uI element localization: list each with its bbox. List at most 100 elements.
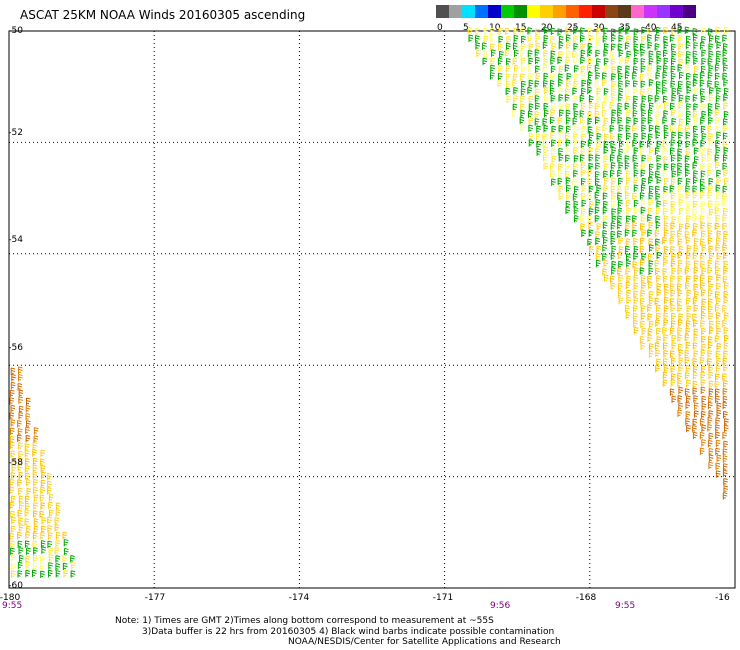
wind-barb <box>640 237 645 245</box>
wind-barb <box>550 27 556 36</box>
wind-barb <box>55 570 61 578</box>
wind-barb <box>482 42 487 50</box>
wind-barb <box>573 110 579 119</box>
wind-barb <box>543 146 548 155</box>
wind-barb <box>715 439 721 448</box>
wind-barb <box>684 230 690 239</box>
wind-barb <box>678 364 683 372</box>
wind-barb <box>39 510 45 519</box>
wind-barb <box>663 252 668 261</box>
wind-barb <box>504 49 510 58</box>
wind-barb <box>595 259 601 268</box>
wind-barb <box>557 139 563 147</box>
wind-barb <box>611 73 616 81</box>
wind-barb <box>543 49 549 58</box>
wind-barb <box>686 86 692 95</box>
wind-barb <box>632 192 637 200</box>
wind-barb <box>663 65 668 73</box>
wind-barb <box>625 199 631 208</box>
wind-barb <box>708 289 713 298</box>
wind-barb <box>655 131 661 140</box>
wind-barb <box>647 328 653 336</box>
wind-barb <box>10 525 16 533</box>
note-line-1: Note: 1) Times are GMT 2)Times along bot… <box>115 616 494 626</box>
wind-barb <box>708 305 713 314</box>
colorbar-segment <box>540 5 553 18</box>
wind-barb <box>40 479 46 488</box>
wind-barb <box>648 297 654 305</box>
wind-barb <box>565 154 570 163</box>
colorbar-segment <box>488 5 501 18</box>
wind-barb <box>670 379 676 387</box>
wind-barb <box>603 146 609 155</box>
wind-barb <box>685 64 691 72</box>
wind-barb <box>677 251 683 260</box>
colorbar-segment <box>566 5 579 18</box>
wind-barb <box>693 103 698 111</box>
wind-barb <box>722 57 728 65</box>
wind-barb <box>580 148 586 156</box>
wind-barb <box>617 65 623 74</box>
wind-barb <box>573 207 579 215</box>
wind-barb <box>536 125 541 133</box>
wind-barb <box>693 319 698 328</box>
wind-barb <box>671 267 677 275</box>
wind-barb <box>624 305 630 313</box>
wind-barb <box>499 50 504 59</box>
wind-barb <box>723 282 729 290</box>
wind-barb <box>54 524 60 532</box>
wind-barb <box>617 199 623 207</box>
wind-barb <box>700 71 705 80</box>
wind-barb <box>700 26 706 35</box>
wind-barb <box>543 162 549 171</box>
wind-barb <box>655 215 661 224</box>
wind-barb <box>701 439 706 447</box>
wind-barb <box>497 43 503 51</box>
wind-barb <box>641 229 647 237</box>
wind-barb <box>655 125 660 133</box>
wind-barb <box>686 379 691 388</box>
wind-barb <box>700 41 705 50</box>
wind-barb <box>647 109 653 117</box>
wind-barb <box>694 155 699 164</box>
wind-barb <box>692 365 698 374</box>
wind-barb <box>662 371 668 380</box>
wind-barb <box>677 238 683 246</box>
wind-barb <box>669 124 675 133</box>
wind-barb <box>617 169 622 178</box>
wind-barb <box>542 140 548 148</box>
wind-barb <box>587 110 593 119</box>
wind-barb <box>580 223 585 231</box>
wind-barb <box>565 147 570 156</box>
wind-barb <box>32 510 38 518</box>
wind-barb <box>700 379 706 387</box>
wind-barb <box>671 170 677 178</box>
wind-barb <box>656 289 662 297</box>
wind-barb <box>640 49 646 57</box>
wind-barb <box>26 487 32 496</box>
wind-barb <box>603 65 609 73</box>
wind-barb <box>17 479 22 487</box>
wind-barb <box>649 244 654 252</box>
wind-barb <box>662 236 667 245</box>
wind-barb <box>54 547 60 555</box>
wind-barb <box>639 223 645 231</box>
x-tick-label: -171 <box>432 593 454 603</box>
wind-barb <box>580 102 586 110</box>
wind-barb <box>707 58 713 66</box>
wind-barb <box>611 34 616 43</box>
wind-barb <box>714 80 720 89</box>
wind-barb <box>594 214 600 223</box>
wind-barb <box>670 222 676 230</box>
wind-barb <box>669 237 675 245</box>
wind-barb <box>25 405 31 413</box>
wind-barb <box>550 65 556 74</box>
wind-barb <box>611 66 617 74</box>
wind-barb <box>723 477 728 486</box>
wind-barb <box>24 495 30 503</box>
wind-barb <box>670 154 676 162</box>
wind-barb <box>685 148 691 156</box>
wind-barb <box>700 125 706 134</box>
wind-barb <box>700 65 706 74</box>
wind-barb <box>685 320 691 328</box>
